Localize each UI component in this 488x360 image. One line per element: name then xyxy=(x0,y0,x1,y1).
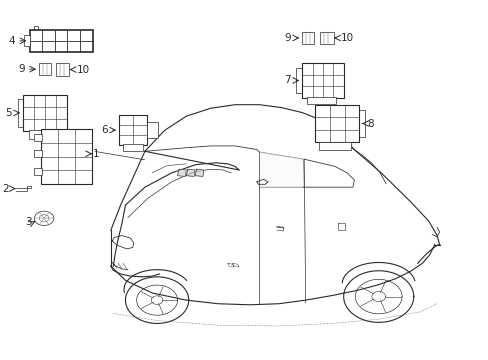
Text: 5: 5 xyxy=(5,108,12,118)
Bar xyxy=(34,168,41,175)
Text: 3: 3 xyxy=(25,217,31,227)
Bar xyxy=(39,63,51,75)
Bar xyxy=(315,105,359,142)
Bar xyxy=(41,129,92,184)
Bar xyxy=(302,32,314,44)
Text: 10: 10 xyxy=(341,33,354,43)
Bar xyxy=(34,150,41,157)
Text: 7: 7 xyxy=(284,76,290,85)
Bar xyxy=(306,97,336,104)
Polygon shape xyxy=(195,169,203,176)
Polygon shape xyxy=(177,169,186,176)
Bar xyxy=(319,142,350,149)
Bar xyxy=(34,134,41,141)
Text: 10: 10 xyxy=(77,64,90,75)
Text: 1: 1 xyxy=(93,149,99,159)
Bar xyxy=(29,130,58,139)
Bar xyxy=(123,144,142,151)
Bar xyxy=(302,63,343,98)
Bar xyxy=(23,36,30,46)
Bar xyxy=(320,32,333,44)
Polygon shape xyxy=(259,152,304,187)
Bar xyxy=(23,95,67,131)
Polygon shape xyxy=(186,169,195,176)
Bar xyxy=(119,116,147,145)
Bar xyxy=(56,63,69,76)
Text: 9: 9 xyxy=(18,64,24,74)
Text: 8: 8 xyxy=(367,118,373,129)
Text: 9: 9 xyxy=(284,33,290,43)
Text: 6: 6 xyxy=(101,125,107,135)
Text: 2: 2 xyxy=(2,184,9,194)
Text: 4: 4 xyxy=(8,36,15,46)
Bar xyxy=(147,122,158,138)
Bar xyxy=(29,30,93,51)
